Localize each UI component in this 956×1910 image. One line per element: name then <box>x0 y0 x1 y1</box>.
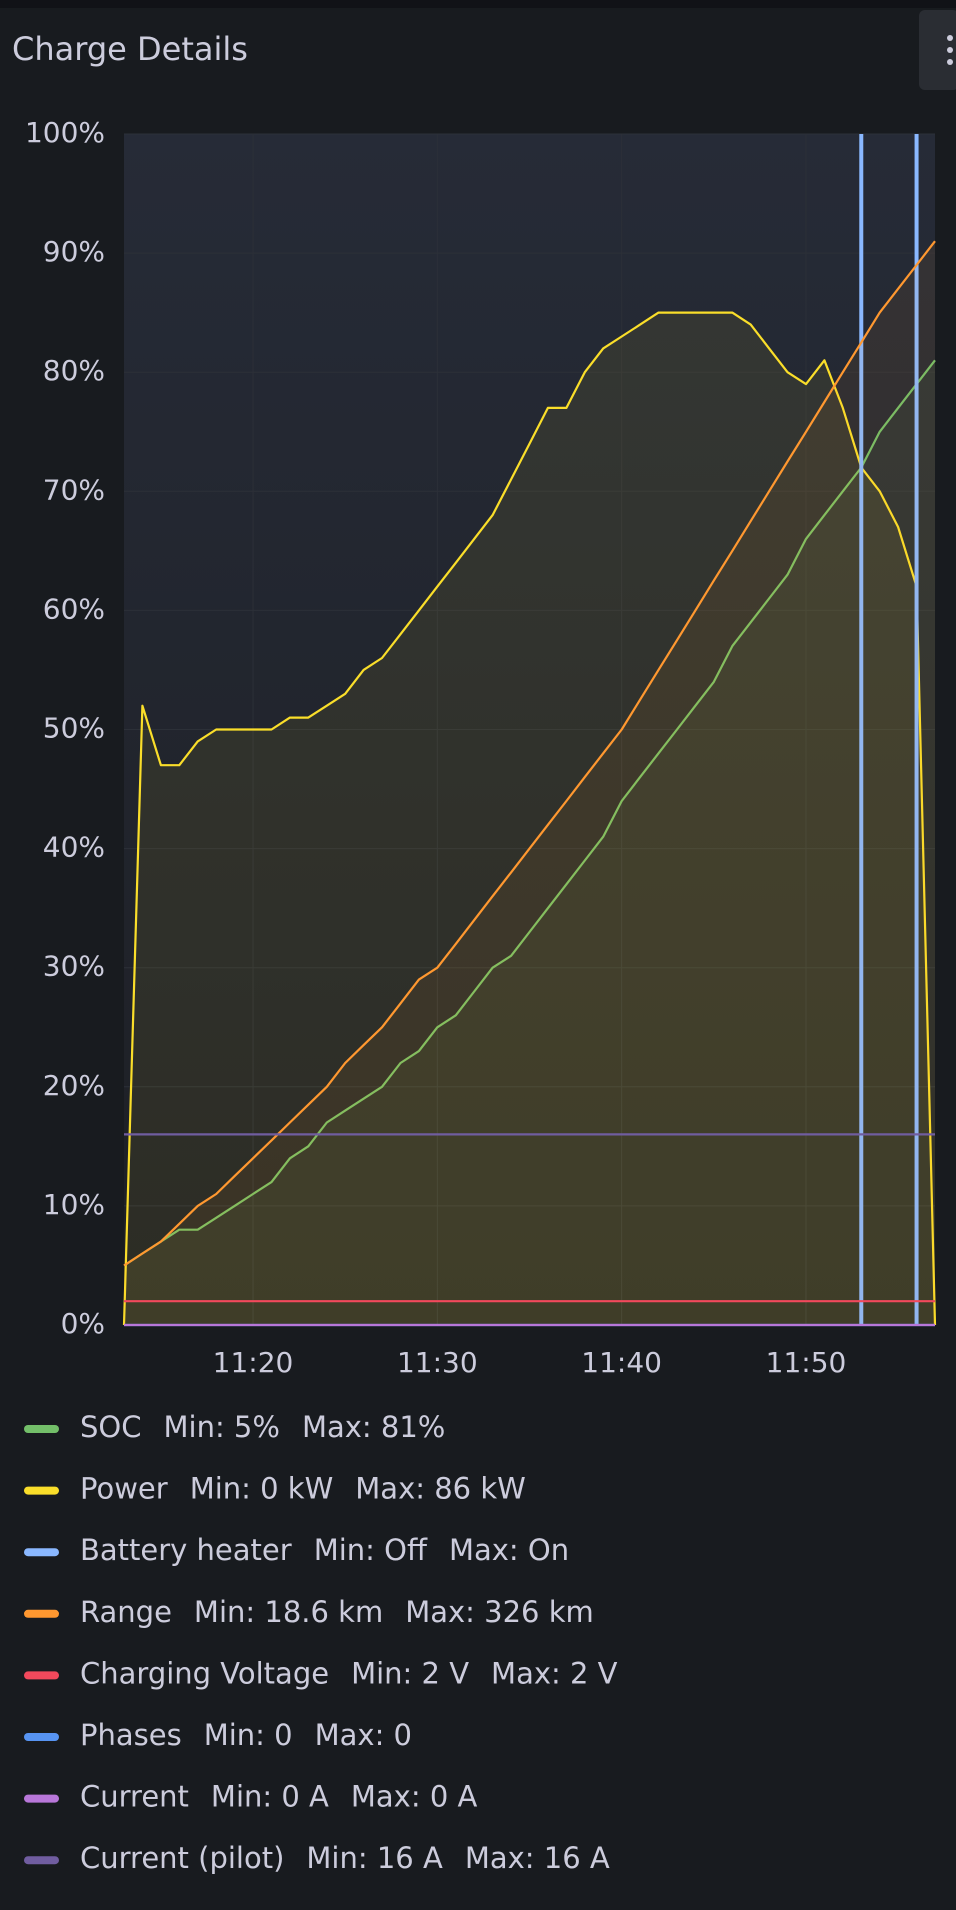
legend-name: Current (pilot) <box>80 1841 284 1875</box>
legend-entry: Power Min: 0 kW Max: 86 kW <box>80 1472 526 1506</box>
legend-swatch <box>24 1671 59 1680</box>
y-tick-label: 10% <box>43 1188 105 1221</box>
legend-stat: Min: 0 A <box>211 1780 329 1814</box>
legend-name: Range <box>80 1595 172 1629</box>
legend-stat: Max: 0 <box>315 1718 412 1752</box>
legend-stat: Max: 0 A <box>351 1780 478 1814</box>
legend-name: Charging Voltage <box>80 1656 329 1690</box>
legend-entry: Current Min: 0 A Max: 0 A <box>80 1780 478 1814</box>
y-tick-label: 90% <box>43 235 105 268</box>
legend-name: Power <box>80 1472 168 1506</box>
y-tick-label: 50% <box>43 712 105 745</box>
menu-dot <box>947 35 953 41</box>
legend-swatch <box>24 1609 59 1618</box>
heater-bar <box>859 134 864 1325</box>
y-tick-label: 60% <box>43 592 105 625</box>
legend-stat: Min: 0 <box>204 1718 293 1752</box>
menu-dot <box>947 59 953 65</box>
heater-bar <box>914 134 919 1325</box>
legend-stat: Max: On <box>449 1533 569 1567</box>
legend-swatch <box>24 1856 59 1865</box>
legend-stat: Min: 18.6 km <box>194 1595 383 1629</box>
top-bar <box>0 0 956 8</box>
legend-stat: Min: 5% <box>163 1410 279 1444</box>
legend-entry: Current (pilot) Min: 16 A Max: 16 A <box>80 1841 610 1875</box>
menu-button[interactable] <box>919 10 956 90</box>
y-tick-label: 30% <box>43 950 105 983</box>
legend-swatch <box>24 1548 59 1557</box>
series-line <box>123 240 936 1267</box>
legend-stat: Min: 2 V <box>351 1656 469 1690</box>
series-line <box>123 359 936 1267</box>
legend-swatch <box>24 1733 59 1741</box>
x-tick-label: 11:50 <box>766 1346 847 1379</box>
legend-entry: Charging Voltage Min: 2 V Max: 2 V <box>80 1656 618 1690</box>
legend-name: Battery heater <box>80 1533 292 1567</box>
legend-name: SOC <box>80 1410 141 1444</box>
x-tick-label: 11:40 <box>581 1346 662 1379</box>
legend-swatch <box>24 1486 59 1495</box>
y-tick-label: 40% <box>43 831 105 864</box>
series-area <box>124 312 935 1325</box>
legend-entry: SOC Min: 5% Max: 81% <box>80 1410 445 1444</box>
y-tick-label: 80% <box>43 354 105 387</box>
legend-stat: Max: 81% <box>302 1410 445 1444</box>
series-line <box>122 311 937 1326</box>
y-tick-label: 70% <box>43 473 105 506</box>
y-tick-label: 0% <box>61 1307 105 1340</box>
y-tick-label: 20% <box>43 1069 105 1102</box>
legend-swatch <box>24 1794 59 1803</box>
legend-swatch <box>24 1425 59 1433</box>
legend-stat: Min: Off <box>314 1533 428 1567</box>
chart-title: Charge Details <box>12 30 248 68</box>
series-area <box>124 241 935 1326</box>
legend-stat: Max: 86 kW <box>355 1472 526 1506</box>
legend-entry: Phases Min: 0 Max: 0 <box>80 1718 412 1752</box>
legend-stat: Min: 0 kW <box>190 1472 334 1506</box>
series-area <box>124 360 935 1325</box>
legend-stat: Max: 2 V <box>491 1656 618 1690</box>
legend-stat: Min: 16 A <box>306 1841 443 1875</box>
y-tick-label: 100% <box>25 116 105 149</box>
legend-name: Phases <box>80 1718 182 1752</box>
legend-stat: Max: 326 km <box>405 1595 594 1629</box>
legend-name: Current <box>80 1780 189 1814</box>
legend-stat: Max: 16 A <box>465 1841 610 1875</box>
x-tick-label: 11:30 <box>397 1346 478 1379</box>
legend-entry: Range Min: 18.6 km Max: 326 km <box>80 1595 594 1629</box>
x-tick-label: 11:20 <box>213 1346 294 1379</box>
menu-dot <box>947 47 953 53</box>
legend-entry: Battery heater Min: Off Max: On <box>80 1533 569 1567</box>
